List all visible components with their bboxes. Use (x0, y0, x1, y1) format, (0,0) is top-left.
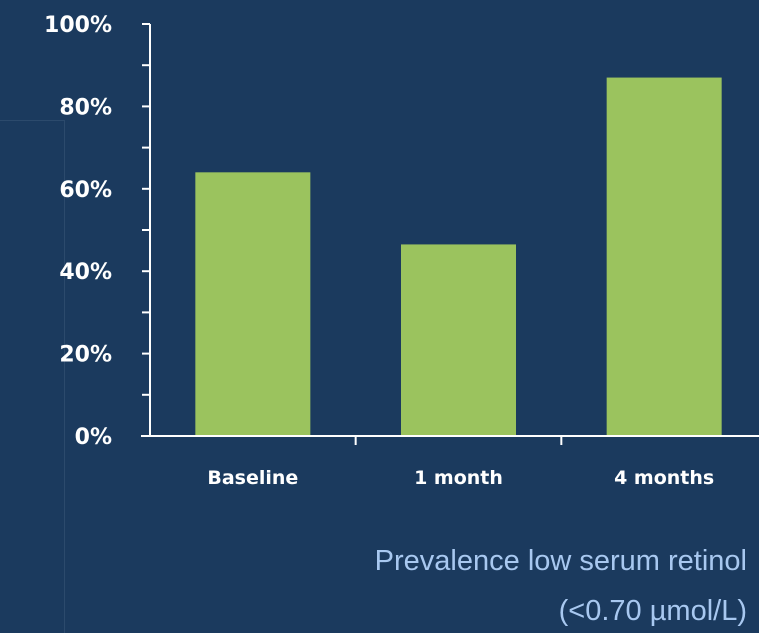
y-tick-label: 60% (59, 178, 112, 203)
decorative-horizontal-line (0, 120, 64, 121)
caption-line-1: Prevalence low serum retinol (374, 545, 747, 577)
y-tick-label: 0% (75, 425, 112, 450)
y-ticks-group (142, 23, 150, 437)
bar-baseline (195, 172, 311, 436)
x-category-label: 1 month (414, 467, 503, 489)
bar-4-months (606, 77, 722, 436)
y-tick-label: 40% (59, 260, 112, 285)
bars-group (195, 77, 722, 436)
bar-1-month (401, 244, 516, 436)
y-tick-label: 20% (59, 343, 112, 368)
decorative-vertical-line (64, 120, 65, 633)
caption-line-2: (<0.70 µmol/L) (558, 595, 747, 627)
y-tick-label: 100% (44, 13, 112, 38)
x-category-label: Baseline (207, 467, 298, 489)
x-category-label: 4 months (614, 467, 714, 489)
labels-group: 0% 20% 40% 60% 80% 100% Baseline 1 month 4 month… (44, 13, 714, 489)
y-tick-label: 80% (59, 95, 112, 120)
